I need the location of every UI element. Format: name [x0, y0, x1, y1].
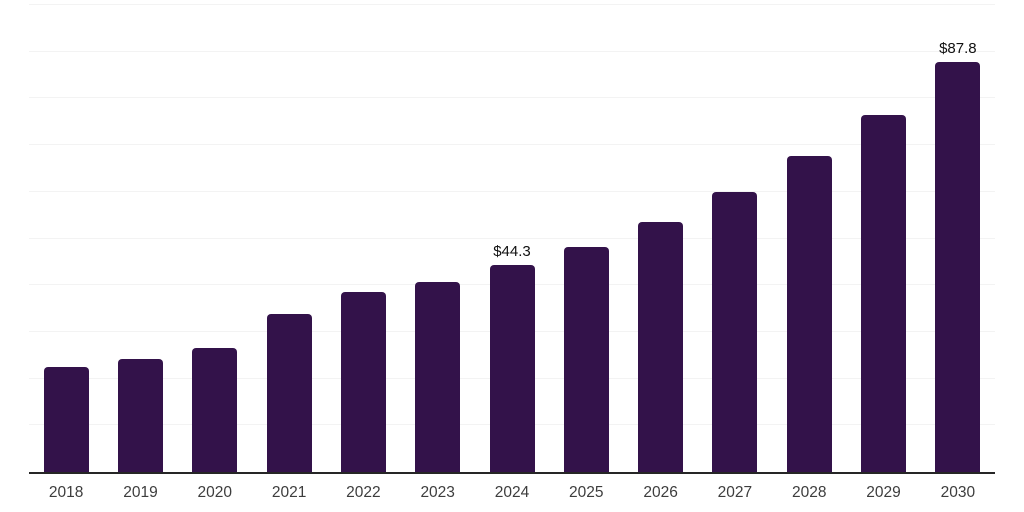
bar-2027: [712, 192, 758, 472]
x-tick-label-2027: 2027: [717, 484, 753, 501]
bar-2023: [415, 282, 461, 472]
bar-2020: [192, 347, 238, 472]
bar-2024: [489, 265, 535, 472]
gridline-70: [29, 144, 995, 146]
x-tick-label-2029: 2029: [866, 484, 901, 501]
gridline-80: [29, 97, 995, 99]
x-tick-label-2028: 2028: [791, 484, 827, 501]
x-tick-label-2022: 2022: [346, 484, 381, 501]
bar-2022: [340, 292, 386, 472]
x-axis-line: [29, 472, 995, 474]
gridline-90: [29, 50, 995, 52]
x-tick-label-2030: 2030: [940, 484, 976, 501]
x-tick-label-2025: 2025: [569, 484, 604, 501]
bar-2030: [935, 61, 981, 472]
bar-2025: [563, 246, 609, 472]
gridline-60: [29, 190, 995, 192]
x-tick-label-2023: 2023: [420, 484, 455, 501]
bar-2019: [117, 358, 163, 472]
bar-2026: [638, 221, 684, 472]
gridline-50: [29, 237, 995, 239]
x-tick-label-2020: 2020: [197, 484, 232, 501]
bar-2028: [786, 156, 832, 472]
x-axis-labels: 2018 2019 2020 2021 2022 2023 2024 2025 2026 2027…: [29, 482, 995, 504]
plot-area: $44.3 $87.8: [29, 4, 995, 474]
bar-2018: [43, 367, 89, 472]
bar-2021: [266, 314, 312, 472]
bar-value-label-2024: $44.3: [493, 243, 531, 261]
x-tick-label-2019: 2019: [123, 484, 158, 501]
x-tick-label-2018: 2018: [48, 484, 84, 501]
x-tick-label-2021: 2021: [271, 484, 307, 501]
bar-2029: [861, 114, 907, 472]
gridline-100: [29, 4, 995, 5]
x-tick-label-2026: 2026: [643, 484, 678, 501]
bar-value-label-2030: $87.8: [939, 39, 977, 57]
x-tick-label-2024: 2024: [494, 484, 530, 501]
